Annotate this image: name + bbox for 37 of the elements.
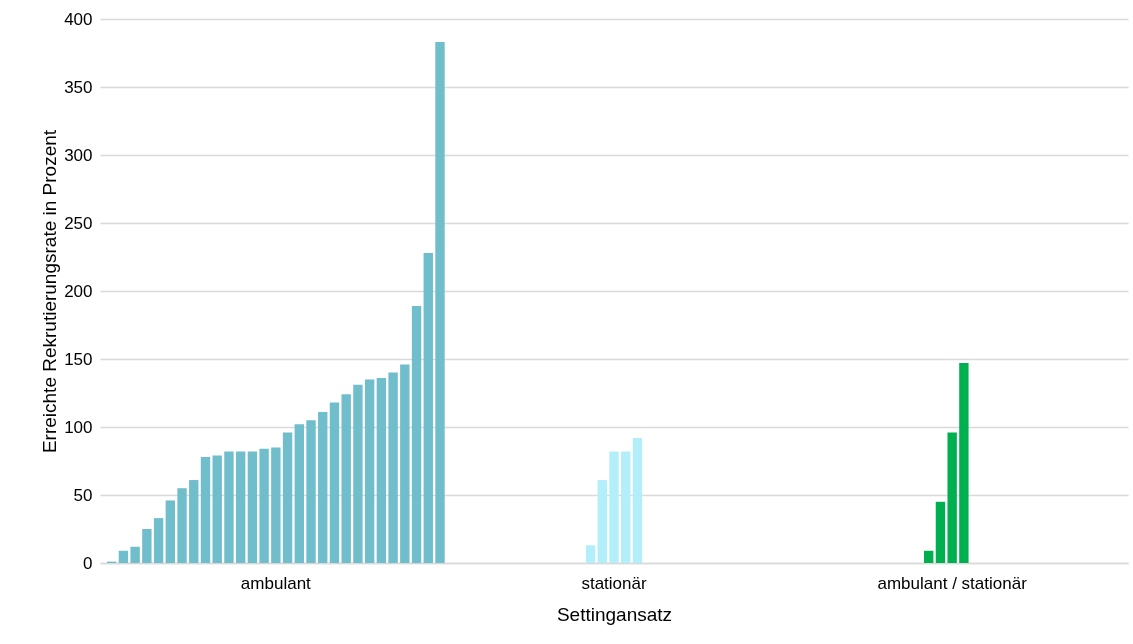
bar [200, 456, 211, 563]
y-tick-label: 50 [73, 485, 93, 505]
bar [376, 378, 387, 563]
x-tick-label: stationär [581, 573, 647, 593]
bar [411, 305, 422, 563]
bar [189, 480, 199, 563]
bar [212, 455, 222, 563]
bar [235, 451, 246, 563]
bar [130, 546, 140, 563]
bar [353, 384, 363, 563]
x-tick-label: ambulant [240, 573, 312, 593]
y-tick-label: 250 [64, 213, 93, 233]
bar [224, 451, 234, 563]
bar [306, 420, 316, 563]
x-tick-label: ambulant / stationär [877, 573, 1028, 593]
bar [165, 500, 175, 563]
x-axis-title: Settingansatz [556, 603, 673, 625]
bar [341, 394, 351, 563]
bar [329, 402, 340, 563]
y-tick-label: 300 [64, 145, 93, 165]
bar [423, 252, 433, 563]
bar [435, 42, 445, 563]
bar [142, 529, 152, 563]
y-tick-label: 400 [64, 9, 93, 29]
bar [388, 372, 398, 563]
bar [118, 550, 129, 563]
bar [177, 488, 187, 563]
bar [400, 364, 410, 563]
y-tick-label: 350 [64, 77, 93, 97]
bar [153, 518, 164, 563]
y-tick-label: 200 [64, 281, 93, 301]
y-tick-label: 150 [64, 349, 93, 369]
bar [364, 379, 375, 563]
y-axis-title: Erreichte Rekrutierungsrate in Prozent [39, 129, 61, 454]
bar [318, 412, 328, 563]
y-tick-label: 0 [83, 553, 93, 573]
y-tick-label: 100 [64, 417, 93, 437]
